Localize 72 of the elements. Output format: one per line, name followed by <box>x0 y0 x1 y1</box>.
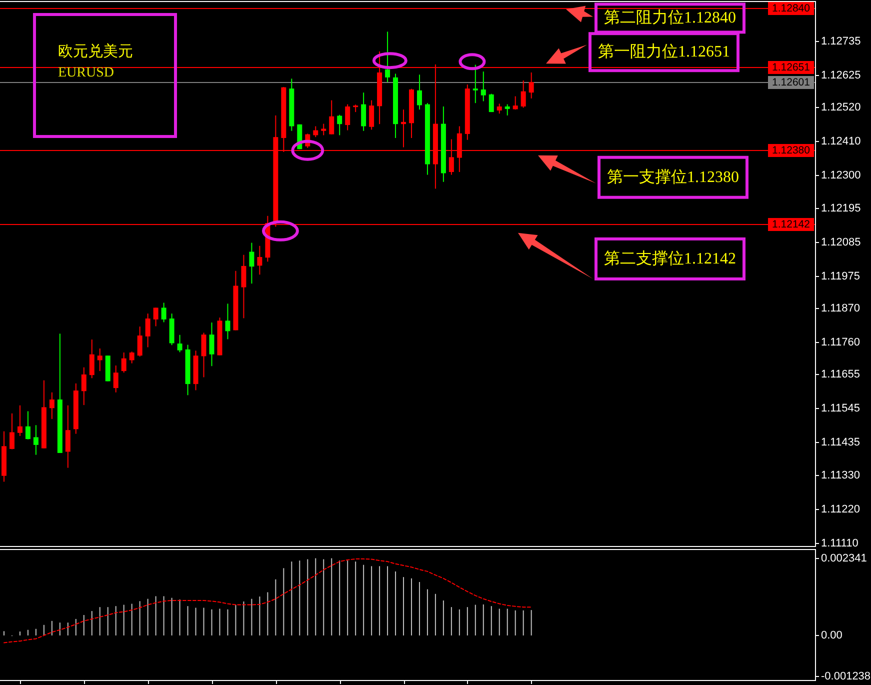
annotation: 第二阻力位1.12840 <box>604 8 736 27</box>
line-series <box>4 558 532 644</box>
ref-line-label: 1.12142 <box>772 218 810 230</box>
candlestick <box>504 104 510 116</box>
candlestick <box>249 242 254 284</box>
y-tick-label: 1.11110 <box>821 538 858 550</box>
y-tick-label: 0.002341 <box>821 552 867 564</box>
candlestick <box>480 71 486 102</box>
annotation: 第一阻力位1.12651 <box>598 42 730 61</box>
candlestick <box>472 64 478 104</box>
candlestick <box>9 412 14 450</box>
annotation: 第二支撑位1.12142 <box>604 249 736 268</box>
candlestick <box>81 366 86 406</box>
candlestick <box>209 322 214 367</box>
candlestick <box>25 410 30 440</box>
candlestick <box>89 339 94 379</box>
candlestick <box>49 392 54 420</box>
ref-line-label: 1.12840 <box>772 2 810 14</box>
y-tick-label: 1.11220 <box>821 504 860 516</box>
candlestick <box>528 72 534 99</box>
y-tick-label: 1.12625 <box>821 70 861 82</box>
candlestick <box>121 352 126 374</box>
candlestick <box>401 109 406 148</box>
candlestick <box>65 404 70 468</box>
candlestick <box>241 254 246 319</box>
candlestick <box>129 351 134 364</box>
candlestick <box>520 80 526 108</box>
y-tick-label: 1.11760 <box>821 336 860 348</box>
y-tick-label: 1.12085 <box>821 236 861 248</box>
candlestick <box>385 31 390 83</box>
ref-line-label: 1.12651 <box>772 62 810 74</box>
candlestick <box>97 348 102 372</box>
candlestick <box>361 92 366 132</box>
y-tick-label: 1.11545 <box>821 402 860 414</box>
annotation: 第一支撑位1.12380 <box>607 168 739 186</box>
text: 欧元兑美元 <box>58 43 133 60</box>
candlestick <box>33 424 38 456</box>
candlestick <box>488 93 494 113</box>
y-tick-label: 1.12195 <box>821 202 861 214</box>
candlestick <box>113 364 118 393</box>
candlestick <box>145 313 150 348</box>
candlestick <box>416 74 422 110</box>
y-tick-label: 0.00 <box>821 630 842 642</box>
y-tick-label: 1.12300 <box>821 170 861 182</box>
y-tick-label: 1.11975 <box>821 270 860 282</box>
y-tick-label: 1.11330 <box>821 470 860 482</box>
candlestick <box>512 96 518 110</box>
candlestick <box>137 326 142 358</box>
y-tick-label: 1.12410 <box>821 136 861 148</box>
candlestick <box>313 126 318 138</box>
candlestick <box>369 100 374 130</box>
candlestick <box>257 245 262 276</box>
candlestick <box>345 104 350 131</box>
candlestick <box>321 123 326 136</box>
y-tick-label: 1.11655 <box>821 368 860 380</box>
ref-line-label: 1.12380 <box>772 144 810 156</box>
candlestick <box>496 103 502 114</box>
candlestick <box>225 303 230 340</box>
text: EURUSD <box>58 66 114 80</box>
candlestick <box>161 302 166 323</box>
y-tick-label: 1.11870 <box>821 302 860 314</box>
candlestick <box>153 307 158 327</box>
ref-line-label: 1.12601 <box>772 76 810 88</box>
candlestick <box>177 334 182 353</box>
y-tick-label: 1.11435 <box>821 436 860 448</box>
candlestick <box>17 404 22 436</box>
y-tick-label: 1.12520 <box>821 102 861 114</box>
candlestick <box>337 114 342 136</box>
candlestick <box>329 100 334 135</box>
candlestick <box>201 332 206 378</box>
y-tick-label: -0.001238 <box>821 670 871 682</box>
y-tick-label: 1.12735 <box>821 36 861 48</box>
